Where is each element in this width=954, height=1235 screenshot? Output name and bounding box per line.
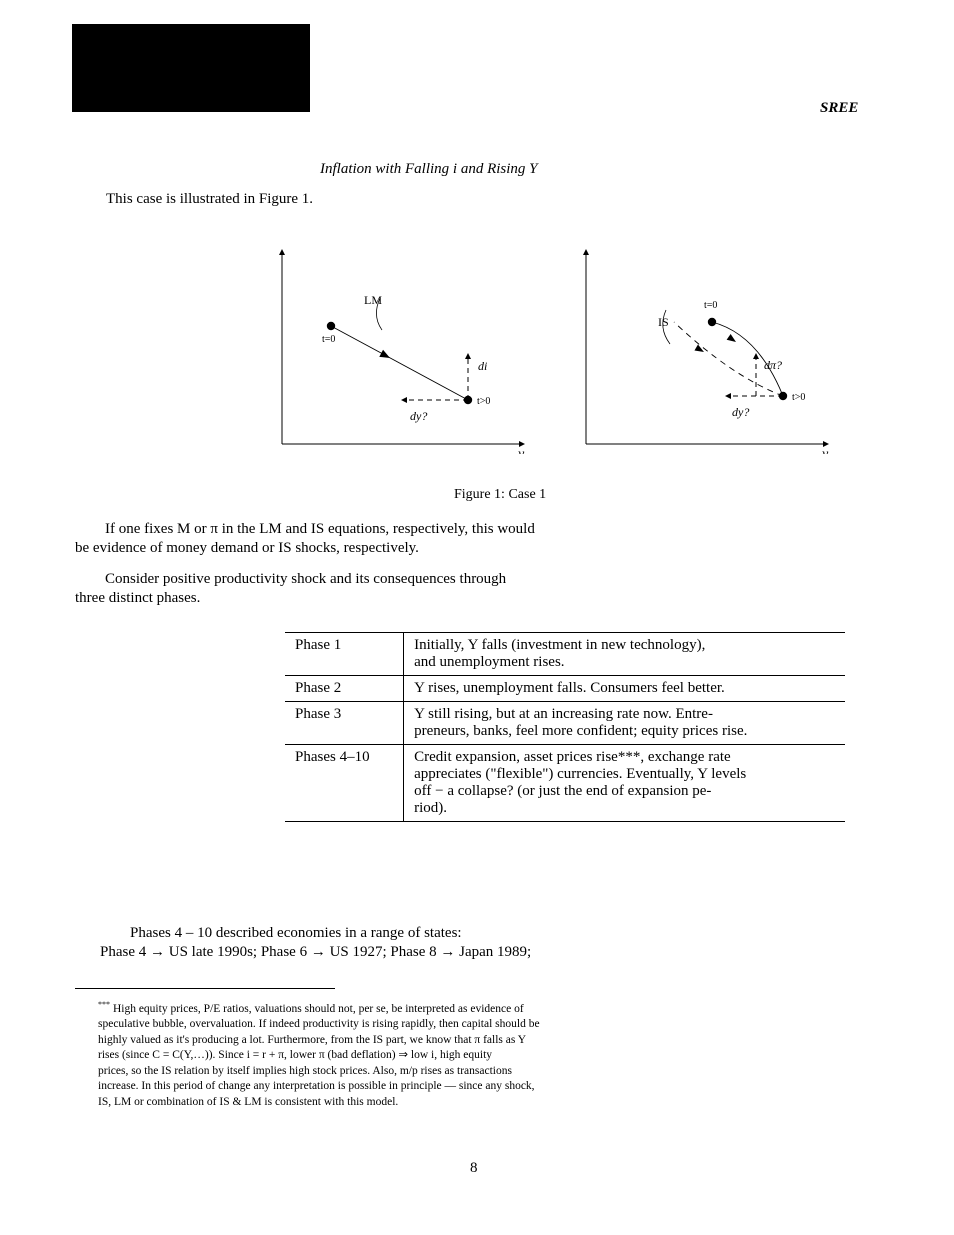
figure-right-plot: i y IS dπ? dy? t>0 t=0 (576, 244, 836, 454)
figure-caption: Figure 1: Case 1 (454, 486, 546, 504)
table-row: Phase 2 Y rises, unemployment falls. Con… (285, 676, 845, 702)
phase-cell: Phase 1 (285, 633, 404, 676)
phases-table-wrap: Phase 1 Initially, Y falls (investment i… (285, 632, 845, 822)
footnote-phases: Phases 4 – 10 described economies in a r… (100, 924, 875, 962)
left-plot-t1-label: t>0 (477, 396, 490, 407)
fn-line-5: increase. In this period of change any i… (98, 1080, 535, 1092)
figure-left-plot: i y LM dy? di t=0 t>0 (272, 244, 532, 454)
section-title: Inflation with Falling i and Rising Y (320, 160, 538, 179)
table-row: Phases 4–10 Credit expansion, asset pric… (285, 745, 845, 822)
phase-cell: Phases 4–10 (285, 745, 404, 822)
fn-line-2: highly valued as it's producing a lot. F… (98, 1034, 526, 1046)
para-after-fig-line-2: be evidence of money demand or IS shocks… (75, 540, 419, 556)
right-plot-is-label: IS (658, 315, 669, 329)
intro-paragraph-1: This case is illustrated in Figure 1. (106, 190, 313, 209)
phase-desc: Y still rising, but at an increasing rat… (404, 702, 845, 745)
para-consider-line-2: three distinct phases. (75, 590, 200, 606)
fn-line-1: speculative bubble, overvaluation. If in… (98, 1018, 540, 1030)
footnote-phases-line-1: Phases 4 – 10 described economies in a r… (130, 925, 462, 941)
para-after-fig: If one fixes M or π in the LM and IS equ… (75, 520, 875, 558)
footnote-rule (75, 988, 335, 989)
footnote-star: *** High equity prices, P/E ratios, valu… (98, 1000, 878, 1110)
right-plot-x-label: y (820, 447, 829, 454)
page-number: 8 (470, 1160, 478, 1177)
footnote-marker: *** (98, 1000, 110, 1009)
para-consider: Consider positive productivity shock and… (75, 570, 875, 608)
fn-line-4: prices, so the IS relation by itself imp… (98, 1065, 512, 1077)
phase-desc: Initially, Y falls (investment in new te… (404, 633, 845, 676)
page: SREE Inflation with Falling i and Rising… (0, 0, 954, 1235)
fn-line-0: High equity prices, P/E ratios, valuatio… (113, 1003, 524, 1015)
header-black-box (72, 24, 310, 112)
phase-cell: Phase 3 (285, 702, 404, 745)
left-plot-di-label: di (478, 359, 487, 373)
table-row: Phase 1 Initially, Y falls (investment i… (285, 633, 845, 676)
para-consider-line-1: Consider positive productivity shock and… (105, 571, 506, 587)
fn-line-6: IS, LM or combination of IS & LM is cons… (98, 1096, 398, 1108)
right-plot-t1-label: t=0 (704, 300, 717, 311)
phases-table: Phase 1 Initially, Y falls (investment i… (285, 633, 845, 821)
left-plot-t0-label: t=0 (322, 334, 335, 345)
left-plot-dy-label: dy? (410, 409, 427, 423)
fn-line-3: rises (since C = C(Y,…)). Since i = r + … (98, 1049, 492, 1061)
para-after-fig-line-1: If one fixes M or π in the LM and IS equ… (105, 521, 535, 537)
left-plot-lm-label: LM (364, 293, 382, 307)
right-plot-dy-label: dy? (732, 405, 749, 419)
phase-desc: Credit expansion, asset prices rise***, … (404, 745, 845, 822)
left-plot-x-label: y (516, 447, 525, 454)
right-plot-dp-label: dπ? (764, 358, 782, 372)
header-right-label: SREE (820, 99, 858, 118)
table-row: Phase 3 Y still rising, but at an increa… (285, 702, 845, 745)
right-plot-t0-label: t>0 (792, 392, 805, 403)
phase-desc: Y rises, unemployment falls. Consumers f… (404, 676, 845, 702)
phase-cell: Phase 2 (285, 676, 404, 702)
footnote-phases-line-2: Phase 4 → US late 1990s; Phase 6 → US 19… (100, 944, 531, 960)
